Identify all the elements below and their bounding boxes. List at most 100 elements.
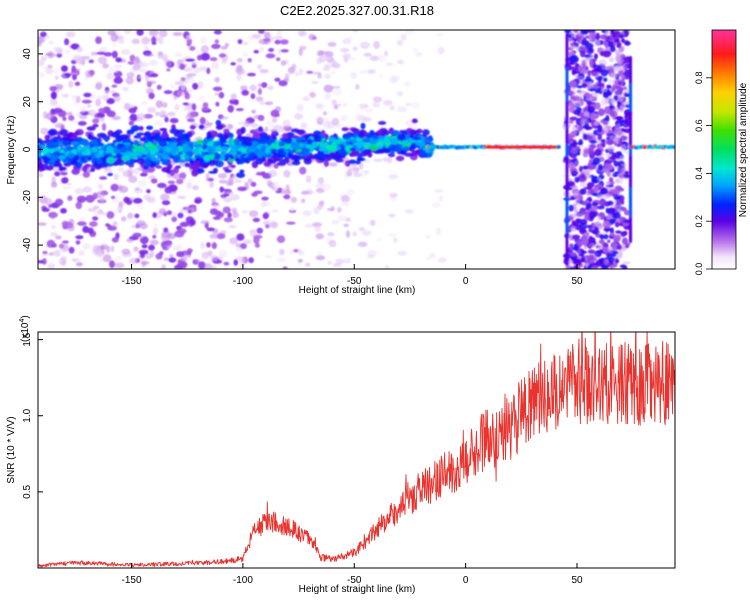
spectrogram-cell bbox=[406, 138, 414, 143]
spectrogram-cell bbox=[294, 113, 304, 120]
spectrogram-cell bbox=[133, 135, 142, 139]
spectrogram-cell bbox=[363, 52, 373, 57]
spectrogram-cell bbox=[242, 52, 249, 57]
spectrogram-cell bbox=[215, 124, 224, 131]
spectrogram-cell bbox=[431, 201, 441, 208]
spectrogram-cell bbox=[224, 191, 234, 195]
spectrogram-cell bbox=[271, 186, 278, 191]
spectrogram-cell bbox=[111, 237, 119, 243]
spectrogram-cell bbox=[60, 166, 67, 171]
spectrogram-cell bbox=[579, 180, 587, 188]
spectrogram-cell bbox=[572, 185, 578, 193]
spectrogram-cell bbox=[358, 132, 364, 139]
spectrogram-cell bbox=[187, 118, 195, 123]
spectrogram-cell bbox=[588, 235, 594, 242]
spectrogram-cell bbox=[137, 179, 147, 188]
spectrogram-cell bbox=[278, 80, 288, 87]
spectrogram-cell bbox=[62, 177, 69, 184]
spectrogram-cell bbox=[598, 248, 604, 254]
spectrogram-cell bbox=[355, 160, 361, 165]
spectrogram-cell bbox=[616, 143, 621, 147]
spectrogram-cell bbox=[148, 30, 159, 37]
spectrogram-cell bbox=[264, 147, 272, 154]
spectrogram-cell bbox=[75, 240, 81, 245]
spectrogram-cell bbox=[68, 115, 75, 121]
spectrogram-cell bbox=[97, 132, 107, 139]
spectrogram-cell bbox=[257, 138, 263, 144]
spectrogram-cell bbox=[47, 263, 56, 269]
spectrogram-cell bbox=[74, 81, 81, 87]
spectrogram-cell bbox=[376, 238, 382, 242]
spectrogram-cell bbox=[594, 148, 603, 157]
spectrogram-cell bbox=[173, 131, 184, 138]
spectrogram-cell bbox=[64, 72, 72, 77]
spectrogram-cell bbox=[628, 55, 633, 60]
spectrogram-cell bbox=[174, 104, 180, 111]
spectrogram-cell bbox=[96, 158, 102, 164]
spectrogram-cell bbox=[388, 144, 397, 151]
spectrogram-cell bbox=[48, 252, 55, 256]
spectrogram-cell bbox=[176, 179, 184, 185]
spectrogram-cell bbox=[388, 192, 398, 198]
spectrogram-cell bbox=[342, 133, 352, 140]
spectrogram-cell bbox=[161, 200, 171, 206]
spectrogram-cell bbox=[427, 152, 432, 158]
spectrogram-cell bbox=[581, 201, 588, 206]
spectrogram-cell bbox=[321, 182, 331, 191]
spectrogram-cell bbox=[607, 239, 611, 243]
spectrogram-cell bbox=[219, 186, 224, 193]
spectrogram-cell bbox=[113, 76, 123, 84]
spectrogram-cell bbox=[103, 94, 109, 101]
spectrogram-cell bbox=[126, 238, 134, 243]
spectrogram-cell bbox=[169, 253, 174, 258]
spectrogram-cell bbox=[350, 57, 356, 61]
spectrogram-cell bbox=[108, 225, 117, 231]
spectrogram-cell bbox=[290, 128, 300, 133]
spectrogram-cell bbox=[357, 154, 363, 162]
spectrogram-cell bbox=[98, 107, 106, 114]
spectrogram-cell bbox=[438, 194, 444, 203]
spectrogram-cell bbox=[250, 123, 259, 128]
spectrogram-cell bbox=[49, 86, 57, 92]
spectrogram-ytick-label: -20 bbox=[22, 190, 33, 205]
spectrogram-cell bbox=[56, 53, 63, 58]
spectrogram-cell bbox=[263, 37, 271, 42]
spectrogram-cell bbox=[571, 173, 577, 177]
spectrogram-cell bbox=[62, 240, 69, 244]
spectrogram-cell bbox=[240, 243, 247, 250]
spectrogram-cell bbox=[369, 144, 378, 151]
spectrogram-cell bbox=[89, 221, 98, 227]
spectrogram-cell bbox=[74, 187, 84, 195]
spectrogram-cell bbox=[603, 234, 609, 240]
spectrogram-cell bbox=[603, 258, 609, 266]
spectrogram-cell bbox=[573, 30, 578, 33]
spectrogram-cell bbox=[420, 150, 427, 155]
spectrogram-cell bbox=[127, 212, 134, 219]
spectrogram-cell bbox=[122, 142, 131, 146]
spectrogram-cell bbox=[265, 255, 273, 259]
spectrogram-cell bbox=[118, 201, 124, 207]
spectrogram-xtick-label: -150 bbox=[122, 276, 142, 287]
spectrogram-cell bbox=[114, 208, 121, 214]
spectrogram-cell bbox=[146, 189, 151, 194]
spectrogram-cell bbox=[103, 136, 109, 141]
snr-frame bbox=[37, 331, 676, 569]
spectrogram-cell bbox=[312, 71, 322, 75]
spectrogram-cell bbox=[363, 148, 371, 155]
spectrogram-cell bbox=[152, 212, 157, 218]
spectrogram-cell bbox=[218, 212, 225, 218]
spectrogram-cell bbox=[620, 231, 627, 237]
spectrogram-cell bbox=[249, 229, 258, 237]
spectrogram-cell bbox=[40, 55, 48, 61]
spectrogram-cell bbox=[313, 130, 322, 137]
spectrogram-cell bbox=[130, 125, 140, 132]
spectrogram-cell bbox=[618, 88, 623, 95]
spectrogram-cell bbox=[132, 197, 143, 204]
spectrogram-cell bbox=[149, 239, 159, 246]
spectrogram-cell bbox=[314, 225, 321, 233]
spectrogram-cell bbox=[258, 150, 266, 157]
spectrogram-cell bbox=[201, 251, 209, 260]
spectrogram-cell bbox=[113, 68, 119, 73]
spectrogram-cell bbox=[583, 255, 592, 259]
spectrogram-cell bbox=[209, 57, 218, 62]
